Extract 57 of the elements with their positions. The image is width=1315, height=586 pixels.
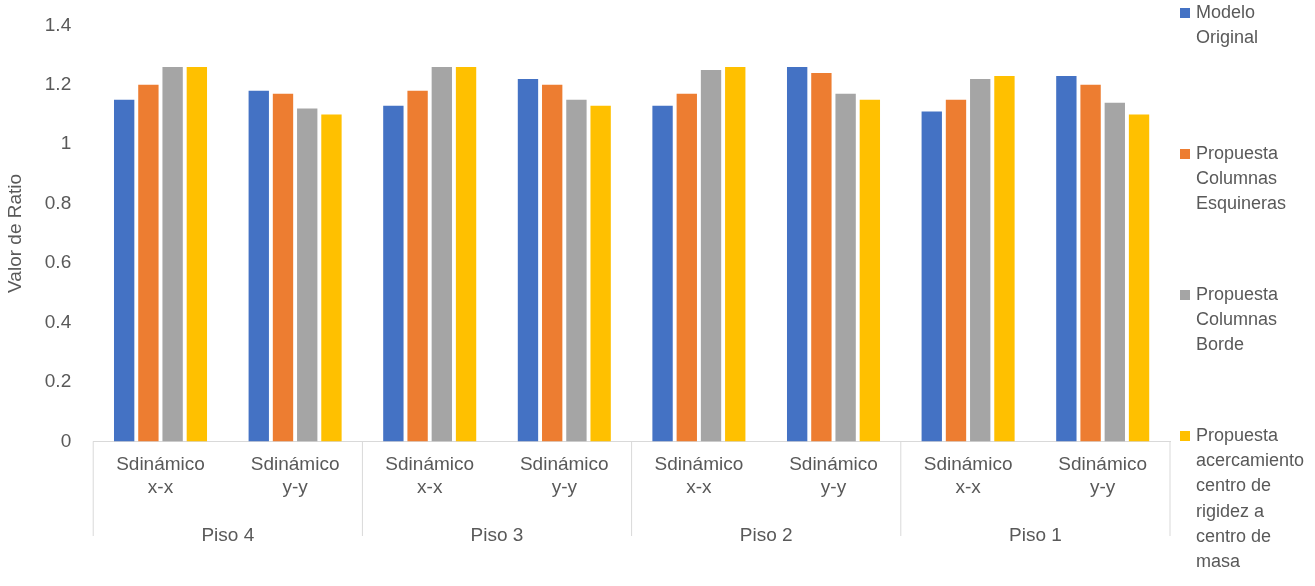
x-tick-label: Sdinámico y-y	[789, 453, 878, 497]
bar	[321, 114, 342, 442]
text: Piso 4	[201, 524, 255, 546]
text: Piso 1	[1009, 524, 1062, 546]
bar	[162, 67, 183, 442]
bar	[272, 93, 294, 442]
y-tick-label: 1.4	[44, 13, 72, 35]
y-axis-title: Valor de Ratio	[3, 173, 25, 293]
bar	[725, 67, 746, 442]
bar	[590, 105, 611, 442]
bar	[455, 67, 477, 442]
bar	[921, 111, 942, 442]
bar	[138, 84, 159, 442]
x-tick-label: Sdinámico x-x	[385, 453, 475, 497]
legend-label: Propuesta Columnas Borde	[1196, 283, 1280, 357]
bar	[811, 72, 832, 442]
legend-label: Propuesta Columnas Esquineras	[1196, 142, 1288, 216]
text: Piso 3	[470, 524, 524, 546]
y-tick-label: 1.2	[44, 73, 72, 95]
bar	[970, 78, 991, 442]
text: Piso 2	[739, 524, 793, 546]
bar	[297, 108, 318, 442]
bar	[407, 90, 428, 442]
y-tick-label: 1	[60, 132, 72, 154]
x-tick-label: Sdinámico x-x	[654, 453, 744, 497]
legend-label: Modelo Original	[1196, 1, 1260, 50]
bar	[1080, 84, 1101, 442]
bar	[835, 93, 856, 442]
bar	[676, 93, 697, 442]
bar	[566, 99, 587, 442]
bar	[786, 67, 808, 442]
y-tick-label: 0.2	[44, 370, 72, 392]
x-tick-label: Sdinámico x-x	[923, 453, 1013, 497]
bar	[945, 99, 967, 442]
y-tick-label: 0.4	[44, 310, 72, 332]
bar	[517, 78, 539, 442]
bar	[700, 69, 722, 442]
bar	[652, 105, 673, 442]
x-tick-label: Sdinámico y-y	[519, 453, 609, 497]
y-tick-label: 0	[60, 429, 72, 451]
bar	[994, 75, 1015, 442]
bar	[542, 84, 563, 442]
bar	[114, 99, 135, 442]
bar	[1056, 75, 1077, 442]
bar	[248, 90, 269, 442]
legend-label: Propuesta acercamiento centro de rigidez a centro de masa	[1196, 424, 1306, 573]
y-tick-label: 0.8	[44, 191, 72, 213]
x-tick-label: Sdinámico y-y	[250, 453, 340, 497]
bar	[383, 105, 404, 442]
x-tick-label: Sdinámico y-y	[1058, 453, 1148, 497]
bar	[431, 67, 452, 442]
x-tick-label: Sdinámico x-x	[116, 453, 205, 497]
bar	[859, 99, 881, 442]
y-tick-label: 0.6	[44, 251, 72, 273]
bar	[1128, 114, 1150, 442]
bar	[186, 67, 208, 442]
bar	[1104, 102, 1125, 442]
